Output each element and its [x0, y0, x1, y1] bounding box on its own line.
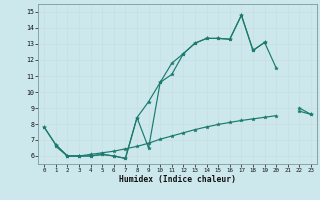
X-axis label: Humidex (Indice chaleur): Humidex (Indice chaleur)	[119, 175, 236, 184]
